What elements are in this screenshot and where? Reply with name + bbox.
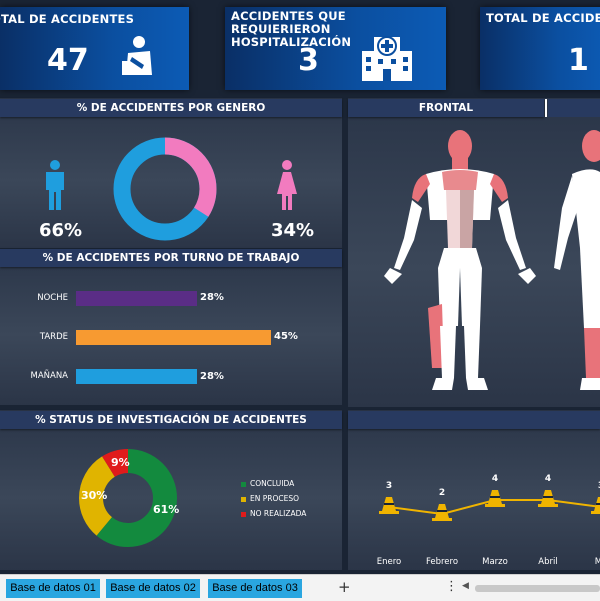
gender-panel-title: % DE ACCIDENTES POR GENERO bbox=[0, 99, 342, 117]
x-tick-label: Enero bbox=[376, 557, 402, 567]
add-sheet-button[interactable]: + bbox=[338, 578, 351, 596]
shift-label-manana: MAÑANA bbox=[30, 371, 69, 381]
legend-label: EN PROCESO bbox=[250, 494, 300, 503]
legend-swatch bbox=[241, 481, 246, 487]
body-panel-divider bbox=[545, 99, 547, 117]
sheet-tab-base-02[interactable]: Base de datos 02 bbox=[106, 579, 200, 598]
x-tick-label: Febrero bbox=[425, 557, 459, 567]
body-side-figure bbox=[554, 130, 600, 390]
data-label: 3 bbox=[591, 481, 600, 491]
kpi-value: 47 bbox=[47, 43, 89, 78]
scroll-left-icon[interactable]: ◀ bbox=[462, 581, 469, 591]
body-panel-head-right bbox=[548, 99, 600, 117]
data-label: 4 bbox=[491, 474, 499, 484]
shift-panel-title: % DE ACCIDENTES POR TURNO DE TRABAJO bbox=[0, 249, 342, 267]
investigation-donut bbox=[79, 449, 177, 547]
body-front-figure bbox=[384, 130, 536, 390]
gender-donut bbox=[113, 137, 217, 241]
kpi-value: 3 bbox=[298, 43, 319, 78]
investigation-label-en-proceso: 30% bbox=[81, 489, 108, 502]
kpi-total-accidents: TOTAL DE ACCIDENTES 47 bbox=[0, 7, 189, 90]
legend-label: CONCLUIDA bbox=[250, 479, 295, 488]
shift-value-noche: 28% bbox=[200, 292, 224, 303]
monthly-panel bbox=[348, 410, 600, 570]
horizontal-scrollbar[interactable] bbox=[475, 585, 600, 592]
legend-item-concluida: CONCLUIDA bbox=[241, 479, 294, 488]
legend-label: NO REALIZADA bbox=[250, 509, 307, 518]
legend-item-en-proceso: EN PROCESO bbox=[241, 494, 299, 503]
hospital-icon bbox=[362, 36, 412, 81]
x-tick-label: Marzo bbox=[482, 557, 508, 567]
x-tick-label: Ma bbox=[594, 557, 600, 567]
legend-swatch bbox=[241, 511, 246, 517]
male-icon bbox=[46, 160, 64, 210]
data-point-cone bbox=[591, 497, 600, 514]
shift-bar-noche bbox=[76, 291, 197, 306]
male-percentage: 66% bbox=[39, 220, 83, 241]
body-panel-title: FRONTAL bbox=[348, 99, 544, 117]
shift-label-tarde: TARDE bbox=[39, 332, 68, 342]
kpi-total-other: TOTAL DE ACCIDENTE 1 bbox=[480, 7, 600, 90]
injured-person-icon bbox=[122, 36, 152, 75]
female-percentage: 34% bbox=[271, 220, 315, 241]
kpi-title: ACCIDENTES QUE REQUIERIERON HOSPITALIZAC… bbox=[231, 9, 352, 49]
investigation-label-concluida: 61% bbox=[153, 503, 180, 516]
data-point-cone bbox=[538, 490, 558, 507]
investigation-label-no-realizada: 9% bbox=[111, 456, 130, 469]
data-label: 3 bbox=[385, 481, 393, 491]
female-icon bbox=[277, 160, 297, 210]
data-point-cone bbox=[379, 497, 399, 514]
data-label: 2 bbox=[438, 488, 446, 498]
data-point-cone bbox=[485, 490, 505, 507]
shift-bar-manana bbox=[76, 369, 197, 384]
data-point-cone bbox=[432, 504, 452, 521]
shift-value-tarde: 45% bbox=[274, 331, 298, 342]
kpi-hospitalized: ACCIDENTES QUE REQUIERIERON HOSPITALIZAC… bbox=[225, 7, 446, 90]
kpi-value: 1 bbox=[568, 43, 589, 78]
shift-label-noche: NOCHE bbox=[37, 293, 68, 303]
sheet-tab-base-01[interactable]: Base de datos 01 bbox=[6, 579, 100, 598]
sheet-tab-base-03[interactable]: Base de datos 03 bbox=[208, 579, 302, 598]
investigation-panel-title: % STATUS DE INVESTIGACIÓN DE ACCIDENTES bbox=[0, 411, 342, 429]
sheet-tab-bar: Base de datos 01 Base de datos 02 Base d… bbox=[0, 574, 600, 601]
shift-value-manana: 28% bbox=[200, 371, 224, 382]
monthly-chart bbox=[379, 490, 600, 521]
x-tick-label: Abril bbox=[538, 557, 558, 567]
kpi-title: TOTAL DE ACCIDENTES bbox=[0, 12, 135, 26]
kpi-title: TOTAL DE ACCIDENTE bbox=[486, 11, 600, 25]
more-options-icon[interactable]: ⋮ bbox=[445, 579, 458, 594]
legend-swatch bbox=[241, 496, 246, 502]
data-label: 4 bbox=[544, 474, 552, 484]
shift-bar-tarde bbox=[76, 330, 271, 345]
monthly-panel-title bbox=[348, 411, 600, 429]
legend-item-no-realizada: NO REALIZADA bbox=[241, 509, 306, 518]
